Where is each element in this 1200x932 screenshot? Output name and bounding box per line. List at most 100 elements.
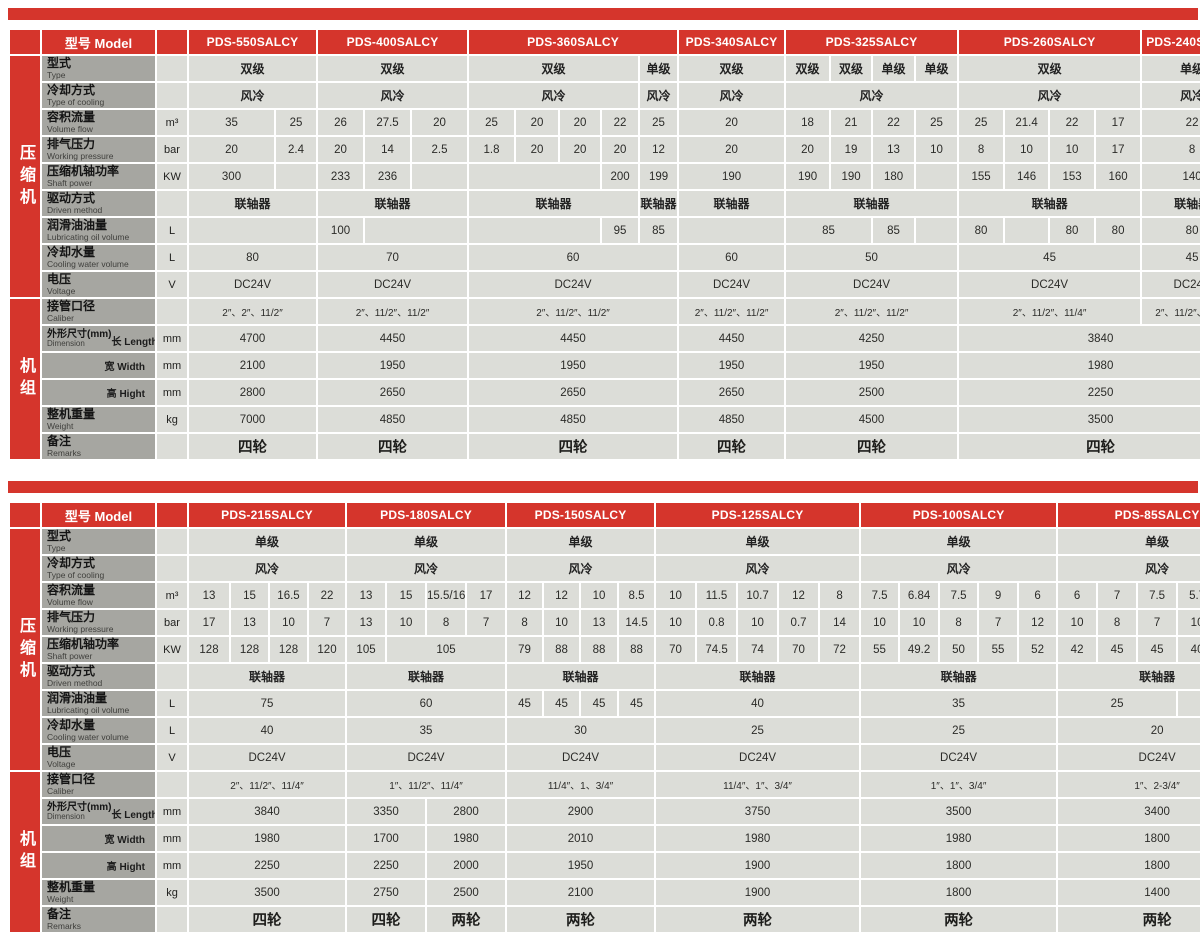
row-header: 外形尺寸(mm) Dimension 长 Length bbox=[42, 799, 155, 824]
table-row: 润滑油油量 Lubricating oil volume L 75 60 45 45 45 45… bbox=[10, 691, 1200, 716]
table-row: 冷却方式 Type of cooling 风冷 风冷 风冷 风冷 风冷 风冷 bbox=[10, 556, 1200, 581]
data-cell: 四轮 bbox=[347, 907, 426, 932]
data-cell: 11.5 bbox=[697, 583, 737, 608]
table-row: 压缩机 型式 Type 双级 双级 双级 单级 双级 双级 双级 单级 单级 双级 单级 bbox=[10, 56, 1200, 297]
data-cell: 1950 bbox=[469, 353, 678, 378]
data-cell: 双级 bbox=[189, 56, 317, 81]
model-header: PDS-260SALCY bbox=[959, 30, 1141, 54]
data-cell: 1950 bbox=[679, 353, 785, 378]
sidebar-header-cell bbox=[10, 503, 40, 527]
data-cell: 4500 bbox=[786, 407, 958, 432]
data-cell: 四轮 bbox=[469, 434, 678, 459]
unit-cell: mm bbox=[157, 799, 187, 824]
table-row: 冷却水量 Cooling water volume L 80 70 60 60 50 45 45 bbox=[10, 245, 1200, 270]
data-cell: 单级 bbox=[640, 56, 678, 81]
data-cell: 72 bbox=[820, 637, 860, 662]
data-cell bbox=[412, 164, 468, 189]
data-cell: 风冷 bbox=[189, 83, 317, 108]
sidebar-unit-label: 机组 bbox=[10, 772, 40, 932]
data-cell: 25 bbox=[861, 718, 1057, 743]
data-cell: 7.5 bbox=[940, 583, 978, 608]
data-cell: 2″、11/2″、11/2″ bbox=[469, 299, 678, 324]
data-cell: 双级 bbox=[679, 56, 785, 81]
unit-cell bbox=[157, 907, 187, 932]
unit-cell: mm bbox=[157, 826, 187, 851]
data-cell: 0.7 bbox=[779, 610, 819, 635]
model-header: PDS-215SALCY bbox=[189, 503, 346, 527]
row-header: 外形尺寸(mm) Dimension 长 Length bbox=[42, 326, 155, 351]
table-row: 机组 接管口径 Caliber 2″、2″、11/2″ 2″、11/2″、11/2″ 2″… bbox=[10, 299, 1200, 459]
data-cell: DC24V bbox=[959, 272, 1141, 297]
data-cell: 单级 bbox=[1142, 56, 1200, 81]
data-cell: 7 bbox=[979, 610, 1018, 635]
data-cell: 3750 bbox=[656, 799, 860, 824]
data-cell: 45 bbox=[544, 691, 580, 716]
data-cell: 7.5 bbox=[1138, 583, 1177, 608]
row-header: 型式 Type bbox=[42, 529, 155, 554]
data-cell: 20 bbox=[679, 137, 785, 162]
data-cell: 15 bbox=[231, 583, 268, 608]
table-row: 宽 Width mm 2100 1950 1950 1950 1950 1980 bbox=[10, 353, 1200, 378]
data-cell: 3840 bbox=[959, 326, 1200, 351]
data-cell: 风冷 bbox=[318, 83, 468, 108]
data-cell bbox=[365, 218, 468, 243]
data-cell: 105 bbox=[347, 637, 386, 662]
unit-cell bbox=[157, 191, 187, 216]
data-cell: 17 bbox=[1096, 137, 1141, 162]
data-cell: 风冷 bbox=[861, 556, 1057, 581]
data-cell: 60 bbox=[347, 691, 506, 716]
data-cell: 四轮 bbox=[786, 434, 958, 459]
data-cell: 双级 bbox=[318, 56, 468, 81]
unit-cell: KW bbox=[157, 637, 187, 662]
data-cell: DC24V bbox=[861, 745, 1057, 770]
data-cell: 88 bbox=[619, 637, 655, 662]
row-header: 宽 Width bbox=[42, 826, 155, 851]
data-cell: 10 bbox=[738, 610, 778, 635]
data-cell: 1″、1″、3/4″ bbox=[861, 772, 1057, 797]
data-cell: 45 bbox=[1142, 245, 1200, 270]
data-cell bbox=[916, 218, 958, 243]
data-cell: 1800 bbox=[861, 853, 1057, 878]
unit-cell bbox=[157, 299, 187, 324]
data-cell: 35 bbox=[861, 691, 1057, 716]
row-header: 容积流量 Volume flow bbox=[42, 583, 155, 608]
data-cell: 190 bbox=[786, 164, 830, 189]
data-cell: 190 bbox=[831, 164, 872, 189]
unit-cell bbox=[157, 556, 187, 581]
lower-table-mount: 型号 Model PDS-215SALCY PDS-180SALCY PDS-150S… bbox=[8, 501, 1200, 932]
red-strip-top bbox=[8, 8, 1198, 20]
row-header: 容积流量 Volume flow bbox=[42, 110, 155, 135]
data-cell: DC24V bbox=[1142, 272, 1200, 297]
data-cell: 8 bbox=[959, 137, 1004, 162]
data-cell: 1980 bbox=[959, 353, 1200, 378]
data-cell: 1400 bbox=[1058, 880, 1200, 905]
data-cell: 19 bbox=[831, 137, 872, 162]
data-cell: 2″、11/2″、11/2″ bbox=[679, 299, 785, 324]
sidebar-header-cell bbox=[10, 30, 40, 54]
data-cell: 4850 bbox=[679, 407, 785, 432]
data-cell: 7.5 bbox=[861, 583, 899, 608]
data-cell: 2500 bbox=[786, 380, 958, 405]
data-cell: 2250 bbox=[347, 853, 426, 878]
data-cell: 7 bbox=[309, 610, 346, 635]
model-corner-label: 型号 Model bbox=[42, 30, 155, 54]
data-cell: 50 bbox=[940, 637, 978, 662]
model-header: PDS-150SALCY bbox=[507, 503, 655, 527]
data-cell: 2750 bbox=[347, 880, 426, 905]
unit-cell: kg bbox=[157, 880, 187, 905]
data-cell: 42 bbox=[1058, 637, 1097, 662]
data-cell: 22 bbox=[309, 583, 346, 608]
data-cell: 16.5 bbox=[270, 583, 307, 608]
data-cell: 55 bbox=[979, 637, 1018, 662]
data-cell: 2900 bbox=[507, 799, 655, 824]
data-cell: 3400 bbox=[1058, 799, 1200, 824]
data-cell: 8 bbox=[427, 610, 466, 635]
data-cell: 9 bbox=[979, 583, 1018, 608]
data-cell: DC24V bbox=[679, 272, 785, 297]
unit-cell: kg bbox=[157, 407, 187, 432]
data-cell: 40 bbox=[656, 691, 860, 716]
data-cell: 120 bbox=[309, 637, 346, 662]
data-cell: 85 bbox=[640, 218, 678, 243]
data-cell bbox=[276, 164, 317, 189]
row-header: 驱动方式 Driven method bbox=[42, 664, 155, 689]
